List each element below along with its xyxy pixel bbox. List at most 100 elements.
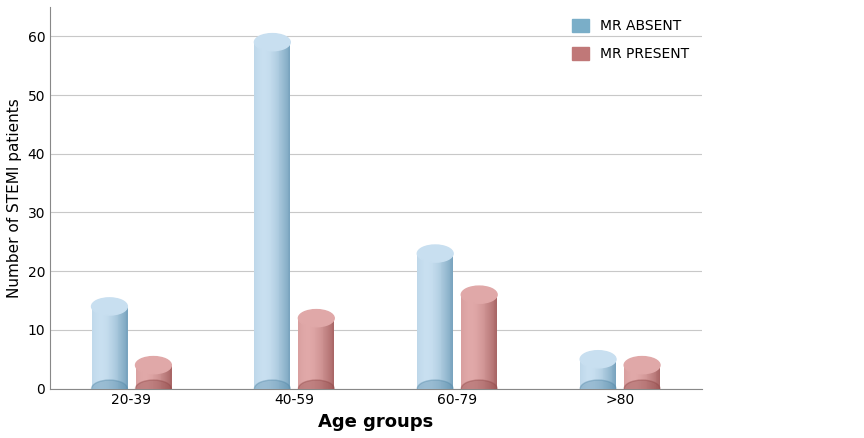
Bar <box>612 359 613 389</box>
Bar <box>651 365 652 389</box>
Ellipse shape <box>581 351 616 368</box>
Bar <box>311 318 312 389</box>
Ellipse shape <box>92 380 127 397</box>
Bar <box>331 318 332 389</box>
Bar <box>445 254 446 389</box>
Bar <box>151 365 153 389</box>
Bar <box>645 365 647 389</box>
Bar <box>496 295 498 389</box>
Bar <box>102 307 104 389</box>
Bar <box>308 318 309 389</box>
Bar <box>313 318 314 389</box>
Bar <box>631 365 632 389</box>
Bar <box>298 318 300 389</box>
Bar <box>466 295 467 389</box>
Ellipse shape <box>417 380 453 397</box>
Bar <box>446 254 447 389</box>
Bar <box>608 359 609 389</box>
Bar <box>277 42 279 389</box>
Bar <box>111 307 112 389</box>
Bar <box>474 295 476 389</box>
Bar <box>636 365 637 389</box>
Bar <box>587 359 588 389</box>
Bar <box>655 365 656 389</box>
Bar <box>118 307 119 389</box>
Bar <box>649 365 651 389</box>
Bar <box>144 365 145 389</box>
Bar <box>310 318 311 389</box>
Bar <box>99 307 100 389</box>
Bar <box>451 254 453 389</box>
Bar <box>170 365 171 389</box>
Ellipse shape <box>254 34 290 51</box>
Bar <box>640 365 641 389</box>
Bar <box>105 307 106 389</box>
Bar <box>92 307 93 389</box>
Bar <box>480 295 481 389</box>
Bar <box>276 42 278 389</box>
Bar <box>479 295 480 389</box>
Bar <box>266 42 267 389</box>
Ellipse shape <box>461 286 497 303</box>
Bar <box>140 365 141 389</box>
Bar <box>658 365 659 389</box>
Bar <box>103 307 105 389</box>
Bar <box>104 307 105 389</box>
Bar <box>303 318 304 389</box>
Bar <box>432 254 433 389</box>
Bar <box>158 365 159 389</box>
Bar <box>316 318 317 389</box>
Bar <box>119 307 120 389</box>
Bar <box>305 318 306 389</box>
Bar <box>254 42 256 389</box>
Ellipse shape <box>581 380 616 397</box>
Bar <box>268 42 269 389</box>
Bar <box>156 365 157 389</box>
Bar <box>113 307 114 389</box>
Bar <box>106 307 107 389</box>
Bar <box>486 295 487 389</box>
Bar <box>467 295 468 389</box>
Bar <box>439 254 440 389</box>
Bar <box>149 365 150 389</box>
Bar <box>428 254 429 389</box>
Bar <box>333 318 334 389</box>
Bar <box>95 307 96 389</box>
Bar <box>257 42 258 389</box>
Bar <box>260 42 261 389</box>
Bar <box>659 365 660 389</box>
Bar <box>419 254 420 389</box>
Bar <box>421 254 422 389</box>
Bar <box>286 42 287 389</box>
Bar <box>425 254 427 389</box>
Bar <box>281 42 282 389</box>
Bar <box>477 295 478 389</box>
Bar <box>581 359 582 389</box>
Bar <box>329 318 330 389</box>
Bar <box>110 307 111 389</box>
Bar <box>601 359 603 389</box>
Bar <box>657 365 658 389</box>
Bar <box>585 359 586 389</box>
Bar <box>168 365 169 389</box>
Bar <box>270 42 271 389</box>
Bar <box>462 295 463 389</box>
Bar <box>487 295 488 389</box>
Ellipse shape <box>254 380 290 397</box>
Bar <box>434 254 435 389</box>
Bar <box>284 42 285 389</box>
Bar <box>642 365 643 389</box>
Bar <box>309 318 310 389</box>
Bar <box>136 365 137 389</box>
Ellipse shape <box>624 380 660 397</box>
Bar <box>615 359 616 389</box>
Bar <box>255 42 257 389</box>
Bar <box>282 42 283 389</box>
Bar <box>304 318 305 389</box>
Bar <box>123 307 124 389</box>
Bar <box>436 254 437 389</box>
Bar <box>148 365 149 389</box>
Bar <box>160 365 161 389</box>
Bar <box>320 318 321 389</box>
Bar <box>112 307 113 389</box>
